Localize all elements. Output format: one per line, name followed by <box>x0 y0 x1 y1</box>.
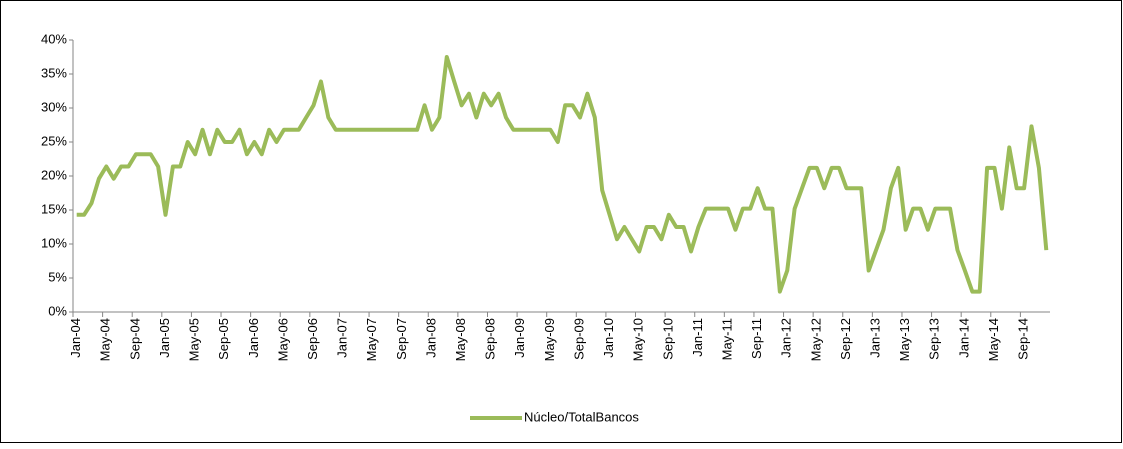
x-tick-label: Jan-08 <box>423 318 438 358</box>
y-tick-label: 0% <box>48 303 67 318</box>
x-tick-label: Jan-04 <box>68 318 83 358</box>
x-tick-label: Sep-04 <box>127 318 142 360</box>
y-tick-label: 15% <box>41 201 67 216</box>
x-tick-label: May-13 <box>897 318 912 361</box>
x-tick-label: Sep-05 <box>216 318 231 360</box>
x-tick-label: Sep-08 <box>483 318 498 360</box>
y-tick-label: 5% <box>48 269 67 284</box>
x-tick-label: Sep-07 <box>394 318 409 360</box>
y-tick-label: 35% <box>41 65 67 80</box>
y-tick-label: 20% <box>41 167 67 182</box>
x-tick-label: May-12 <box>808 318 823 361</box>
y-tick-label: 40% <box>41 31 67 46</box>
x-tick-label: Sep-11 <box>749 318 764 359</box>
x-tick-label: Jan-07 <box>335 318 350 358</box>
x-tick-label: Sep-14 <box>1016 318 1031 360</box>
x-tick-label: May-09 <box>542 318 557 361</box>
x-tick-label: May-05 <box>187 318 202 361</box>
x-tick-label: Jan-13 <box>868 318 883 358</box>
x-tick-label: May-07 <box>364 318 379 361</box>
x-tick-label: Jan-12 <box>779 318 794 358</box>
x-tick-label: May-08 <box>453 318 468 361</box>
x-tick-label: May-04 <box>98 318 113 361</box>
x-tick-label: May-10 <box>631 318 646 361</box>
x-tick-label: Jan-14 <box>956 318 971 358</box>
x-tick-label: May-06 <box>275 318 290 361</box>
x-tick-label: May-11 <box>719 318 734 360</box>
x-tick-label: May-14 <box>986 318 1001 361</box>
x-tick-label: Jan-11 <box>690 318 705 357</box>
x-tick-label: Sep-09 <box>571 318 586 360</box>
legend-label: Núcleo/TotalBancos <box>524 409 639 424</box>
x-tick-label: Jan-06 <box>246 318 261 358</box>
y-tick-label: 10% <box>41 235 67 250</box>
x-tick-label: Sep-10 <box>660 318 675 360</box>
x-tick-label: Jan-10 <box>601 318 616 358</box>
data-line <box>76 55 1049 294</box>
x-tick-label: Jan-05 <box>157 318 172 358</box>
x-tick-label: Sep-13 <box>927 318 942 360</box>
y-tick-label: 30% <box>41 99 67 114</box>
x-tick-label: Sep-12 <box>838 318 853 360</box>
x-tick-label: Jan-09 <box>512 318 527 358</box>
y-tick-label: 25% <box>41 133 67 148</box>
x-tick-label: Sep-06 <box>305 318 320 360</box>
